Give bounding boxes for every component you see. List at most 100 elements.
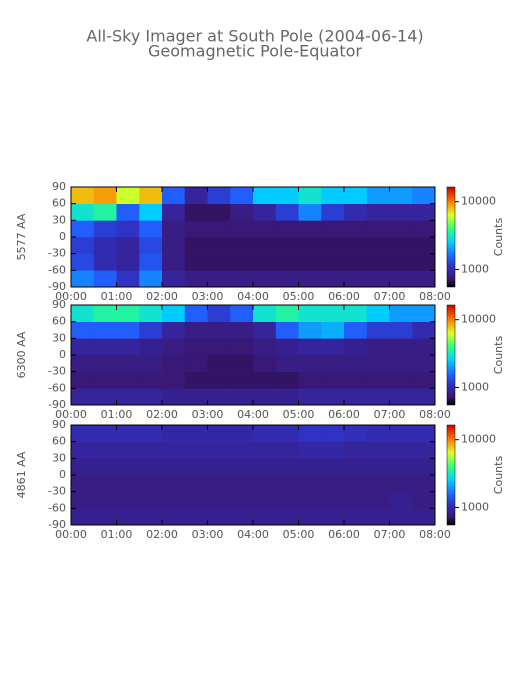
heatmap-cell: [412, 371, 436, 389]
heatmap-cell: [253, 475, 277, 492]
x-tick-label: 06:00: [328, 290, 360, 303]
heatmap-cell: [139, 458, 163, 476]
heatmap-cell: [93, 458, 117, 476]
heatmap-cell: [366, 441, 390, 459]
colorbar: [446, 186, 456, 288]
heatmap-cell: [230, 220, 254, 238]
heatmap-cell: [321, 508, 345, 526]
x-tick-label: 02:00: [146, 408, 178, 421]
heatmap-cell: [162, 475, 186, 492]
heatmap-cell: [207, 321, 231, 339]
heatmap-cell: [389, 203, 413, 221]
heatmap-cell: [321, 253, 345, 271]
heatmap-cell: [275, 458, 299, 476]
colorbar-label: Counts: [492, 336, 505, 375]
heatmap-cell: [116, 475, 140, 492]
heatmap-cell: [366, 203, 390, 221]
x-tick-label: 03:00: [192, 290, 224, 303]
heatmap-cell: [116, 305, 140, 322]
heatmap-cell: [71, 220, 95, 238]
heatmap-cell: [71, 305, 95, 322]
heatmap-cell: [389, 458, 413, 476]
heatmap-cell: [344, 305, 368, 322]
heatmap-cell: [184, 305, 208, 322]
x-tick-label: 01:00: [101, 408, 133, 421]
x-tick-label: 04:00: [237, 408, 269, 421]
heatmap-cell: [412, 475, 436, 492]
heatmap-cell: [344, 338, 368, 356]
heatmap-cell: [93, 220, 117, 238]
x-tick-label: 04:00: [237, 290, 269, 303]
heatmap-cell: [139, 338, 163, 356]
colorbar: [446, 424, 456, 526]
heatmap-cell: [253, 388, 277, 406]
heatmap-cell: [207, 220, 231, 238]
heatmap-cell: [389, 475, 413, 492]
heatmap-cell: [298, 338, 322, 356]
y-tick-label: -60: [48, 381, 66, 394]
heatmap-cell: [207, 491, 231, 509]
heatmap-cell: [275, 508, 299, 526]
y-tick-label: 30: [52, 331, 66, 344]
heatmap-cell: [366, 270, 390, 288]
heatmap-cell: [412, 441, 436, 459]
heatmap-cell: [207, 388, 231, 406]
heatmap-cell: [412, 388, 436, 406]
heatmap-cell: [93, 253, 117, 271]
x-tick-label: 03:00: [192, 528, 224, 541]
heatmap-cell: [321, 388, 345, 406]
heatmap-cell: [253, 508, 277, 526]
heatmap-cell: [139, 220, 163, 238]
heatmap-cell: [321, 355, 345, 372]
heatmap-cell: [389, 321, 413, 339]
heatmap-cell: [321, 321, 345, 339]
heatmap-cell: [298, 187, 322, 204]
heatmap-cell: [162, 237, 186, 254]
heatmap-cell: [412, 203, 436, 221]
heatmap-cell: [93, 508, 117, 526]
y-tick-label: -60: [48, 263, 66, 276]
heatmap-cell: [275, 253, 299, 271]
heatmap-cell: [93, 338, 117, 356]
x-tick-label: 06:00: [328, 408, 360, 421]
heatmap-cell: [139, 305, 163, 322]
heatmap-cell: [207, 203, 231, 221]
heatmap-cell: [412, 321, 436, 339]
heatmap-cell: [71, 237, 95, 254]
x-tick-label: 01:00: [101, 290, 133, 303]
y-tick-label: 60: [52, 315, 66, 328]
heatmap-cell: [162, 321, 186, 339]
heatmap-cell: [321, 491, 345, 509]
heatmap-cell: [162, 371, 186, 389]
heatmap-cell: [253, 187, 277, 204]
heatmap-cell: [207, 338, 231, 356]
heatmap-cell: [93, 321, 117, 339]
heatmap-cell: [298, 491, 322, 509]
heatmap-cell: [275, 388, 299, 406]
heatmap-cell: [116, 441, 140, 459]
y-axis-label: 5577 AA: [15, 213, 28, 260]
y-tick-label: 0: [59, 230, 66, 243]
heatmap-cell: [230, 458, 254, 476]
heatmap-cell: [366, 491, 390, 509]
y-tick-label: -30: [48, 485, 66, 498]
heatmap-cell: [139, 441, 163, 459]
x-tick-label: 06:00: [328, 528, 360, 541]
heatmap-cell: [412, 237, 436, 254]
heatmap-cell: [139, 371, 163, 389]
heatmap-cell: [412, 253, 436, 271]
heatmap-cell: [184, 388, 208, 406]
heatmap-cell: [344, 491, 368, 509]
heatmap-cell: [230, 371, 254, 389]
heatmap-cell: [344, 425, 368, 442]
colorbar-tick-label: 10000: [461, 195, 496, 208]
heatmap-cell: [162, 338, 186, 356]
heatmap-cell: [366, 321, 390, 339]
heatmap-cell: [321, 187, 345, 204]
heatmap-cell: [116, 203, 140, 221]
heatmap-cell: [275, 475, 299, 492]
heatmap-cell: [344, 475, 368, 492]
heatmap-cell: [412, 187, 436, 204]
heatmap-cell: [162, 441, 186, 459]
heatmap-cell: [298, 388, 322, 406]
